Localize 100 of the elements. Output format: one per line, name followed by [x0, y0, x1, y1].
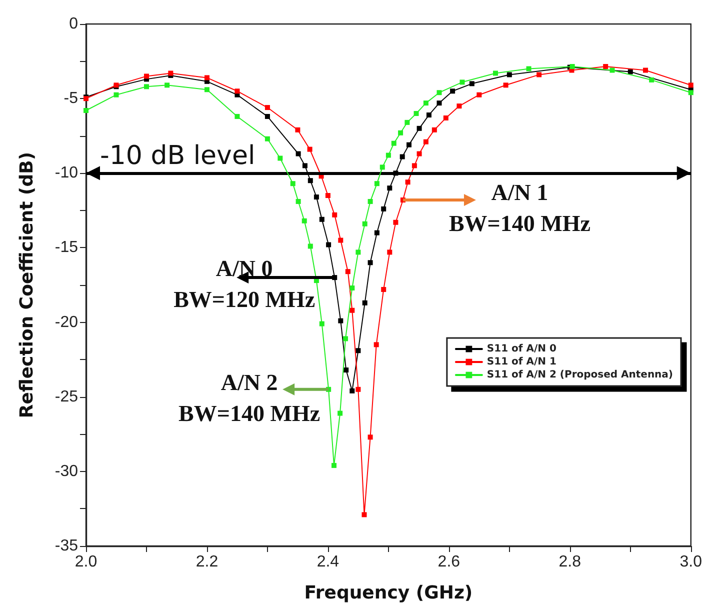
point — [416, 151, 422, 156]
point — [307, 146, 312, 152]
y-tick-label: -5 — [64, 90, 78, 108]
point — [368, 434, 373, 440]
point — [476, 92, 482, 98]
point — [610, 68, 615, 73]
point — [436, 90, 442, 96]
y-tick-label: -30 — [54, 462, 78, 480]
y-tick-label: -10 — [54, 164, 78, 182]
point — [234, 114, 240, 119]
x-tick-label: 2.8 — [558, 554, 582, 570]
legend-label: S11 of A/N 1 — [486, 356, 556, 368]
legend-label: S11 of A/N 2 (Proposed Antenna) — [486, 370, 674, 380]
x-tick-label: 2.2 — [196, 554, 218, 570]
legend-label: S11 of A/N 0 — [486, 344, 556, 354]
point — [302, 163, 308, 168]
x-tick-label: 2.6 — [438, 554, 460, 570]
point — [295, 127, 300, 132]
point — [338, 318, 344, 324]
point — [344, 368, 349, 373]
y-tick-label: -25 — [54, 388, 78, 406]
x-tick-label: 3.0 — [680, 554, 702, 570]
point — [443, 115, 448, 120]
point — [460, 80, 465, 85]
point — [393, 220, 398, 225]
point — [290, 181, 296, 186]
x-tick-label: 2.0 — [74, 554, 98, 570]
point — [526, 66, 532, 72]
point — [405, 180, 410, 185]
annotation: A/N 0 BW=120 MHz — [174, 254, 316, 314]
point — [332, 462, 336, 468]
point — [356, 386, 361, 392]
x-tick-label: 2.4 — [316, 554, 340, 570]
point — [319, 321, 324, 326]
point — [350, 308, 355, 313]
point — [362, 300, 368, 306]
point — [164, 82, 170, 88]
point — [387, 186, 392, 191]
point — [426, 112, 432, 118]
point — [368, 198, 373, 204]
point — [319, 216, 324, 222]
point — [603, 64, 608, 70]
point — [570, 64, 575, 70]
point — [506, 72, 512, 78]
point — [381, 206, 386, 212]
point — [649, 77, 654, 82]
annotation: A/N 2 BW=140 MHz — [178, 369, 320, 428]
point — [643, 68, 648, 73]
y-axis-title: Reflection Coefficient (dB) — [16, 152, 38, 418]
point — [387, 250, 392, 255]
point — [308, 178, 313, 184]
point — [84, 108, 88, 114]
point — [296, 151, 301, 156]
y-tick-label: -15 — [54, 239, 78, 256]
point — [368, 260, 373, 266]
point — [380, 164, 385, 170]
point — [314, 194, 319, 200]
point — [456, 104, 462, 109]
point — [326, 242, 332, 248]
point — [350, 388, 355, 394]
point — [332, 212, 338, 218]
point — [450, 88, 456, 94]
point — [308, 244, 313, 249]
point — [404, 120, 410, 125]
point — [374, 230, 380, 236]
point — [423, 100, 428, 106]
point — [412, 163, 417, 168]
point — [628, 69, 633, 74]
point — [414, 110, 419, 116]
point — [338, 238, 344, 243]
point — [338, 410, 343, 416]
point — [362, 512, 367, 518]
point — [302, 218, 307, 224]
point — [406, 142, 412, 148]
y-tick-label: 0 — [69, 16, 78, 32]
x-axis-title: Frequency (GHz) — [304, 582, 473, 604]
point — [325, 193, 330, 198]
point — [416, 126, 422, 131]
point — [264, 105, 270, 110]
point — [688, 90, 694, 96]
point — [386, 152, 391, 158]
point — [469, 81, 474, 86]
point — [144, 74, 149, 79]
point — [493, 70, 498, 76]
point — [362, 221, 368, 226]
point — [264, 114, 270, 119]
point — [234, 88, 240, 94]
point — [278, 156, 283, 161]
point — [114, 92, 119, 98]
point — [688, 82, 694, 88]
point — [204, 87, 210, 92]
annotation: A/N 1 BW=140 MHz — [448, 178, 590, 238]
point — [374, 181, 380, 186]
point — [381, 286, 386, 292]
point — [391, 140, 396, 146]
point — [345, 269, 350, 274]
point — [536, 72, 542, 78]
point — [356, 250, 361, 255]
point — [264, 136, 270, 142]
point — [144, 84, 149, 90]
